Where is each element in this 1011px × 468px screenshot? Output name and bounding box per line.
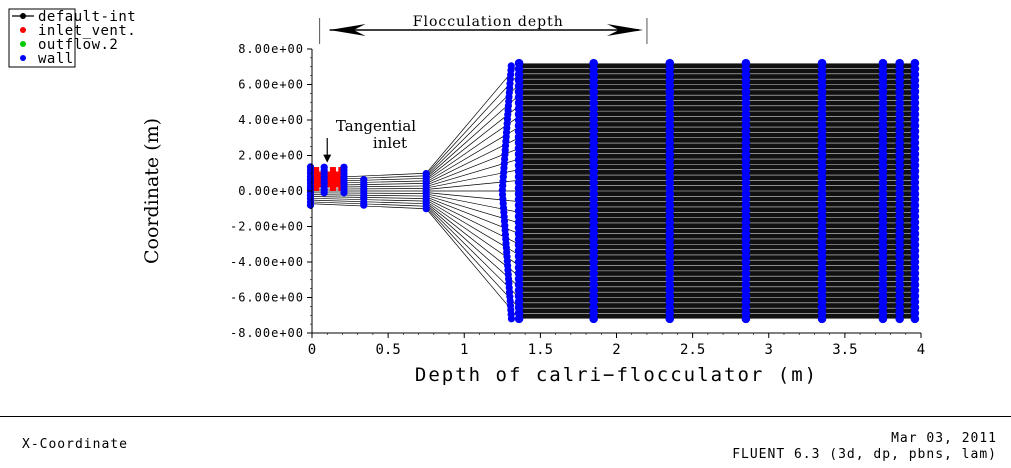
wall-point (320, 163, 328, 171)
mesh-line (425, 208, 520, 320)
mesh-line (425, 105, 520, 180)
legend-label: outflow.2 (38, 37, 118, 53)
wall-point (340, 163, 348, 171)
mesh-line (311, 194, 427, 197)
footer-info: Mar 03, 2011 FLUENT 6.3 (3d, dp, pbns, l… (732, 431, 997, 463)
wall-point (514, 58, 524, 68)
legend-label: default-int (38, 9, 136, 25)
footer-date: Mar 03, 2011 (891, 431, 997, 446)
wall-point (665, 58, 675, 68)
footer-software: FLUENT 6.3 (3d, dp, pbns, lam) (732, 447, 997, 462)
mesh-line (311, 188, 427, 190)
y-tick-label: 4.00e+00 (238, 113, 304, 127)
chart-plot: 8.00e+00 6.00e+00 4.00e+00 2.00e+00 0.00e+00… (8, 8, 925, 386)
x-tick-label: 0.5 (375, 342, 400, 358)
wall-point (422, 170, 430, 178)
wall-point (589, 58, 598, 68)
mesh-line (425, 73, 520, 175)
legend-marker (20, 41, 26, 47)
mesh-line (425, 207, 520, 309)
x-tick-label: 3.5 (832, 342, 857, 358)
legend-marker (20, 27, 26, 33)
footer-panel: X-Coordinate Mar 03, 2011 FLUENT 6.3 (3d… (0, 416, 1011, 468)
wall-point (878, 58, 888, 68)
legend-label: inlet_vent. (38, 23, 136, 39)
mesh-line (425, 94, 520, 178)
wall-layer (306, 58, 920, 324)
y-tick-label: -2.00e+00 (230, 220, 304, 234)
y-tick-label: 2.00e+00 (238, 149, 304, 163)
x-tick-label: 1 (460, 342, 468, 358)
axis-layer: 8.00e+00 6.00e+00 4.00e+00 2.00e+00 0.00e+00… (141, 42, 925, 386)
wall-point (741, 58, 751, 68)
y-tick-label: -6.00e+00 (230, 291, 304, 305)
legend-marker (20, 13, 26, 19)
mesh-line (311, 203, 427, 210)
legend-label: wall (38, 51, 74, 67)
legend-box (8, 8, 76, 68)
mesh-line (311, 199, 427, 205)
wall-point (507, 62, 515, 70)
x-tick-label: 4 (917, 342, 925, 358)
y-tick-label: -4.00e+00 (230, 255, 304, 269)
mesh-layer (311, 62, 915, 320)
x-tick-label: 2 (612, 342, 620, 358)
mesh-line (425, 204, 520, 288)
inlet-block (329, 167, 336, 191)
x-tick-label: 1.5 (528, 342, 553, 358)
mesh-line (311, 197, 427, 202)
depth-arrow-left-head (329, 24, 366, 36)
inlet-region (312, 171, 346, 188)
mesh-line (311, 196, 427, 199)
y-tick-label: 6.00e+00 (238, 78, 304, 92)
x-tick-label: 0 (308, 342, 316, 358)
mesh-line (425, 201, 520, 266)
y-axis-label: Coordinate (m) (141, 118, 163, 264)
footer-axis-label: X-Coordinate (22, 437, 128, 452)
wall-point (895, 58, 904, 68)
mesh-line (311, 192, 427, 194)
y-tick-label: 0.00e+00 (238, 184, 304, 198)
mesh-line (311, 201, 427, 207)
depth-annotation-label: Flocculation depth (413, 14, 564, 30)
inlet-annotation-label: Tangential inlet (336, 117, 416, 152)
wall-point (910, 58, 920, 68)
y-tick-label: -8.00e+00 (230, 326, 304, 340)
x-tick-label: 3 (765, 342, 773, 358)
mesh-line (425, 84, 520, 177)
depth-arrow-right-head (606, 24, 643, 36)
annotation-layer: Flocculation depth Tangential inlet (319, 14, 648, 163)
inlet-annotation-line: inlet (373, 134, 407, 152)
inlet-block (313, 167, 320, 191)
mesh-line (425, 202, 520, 277)
inlet-arrow-head (323, 154, 332, 163)
wall-point (360, 176, 368, 184)
mesh-line (425, 205, 520, 298)
x-axis-label: Depth of calri−flocculator (m) (415, 364, 818, 386)
y-tick-label: 8.00e+00 (238, 42, 304, 56)
legend-marker (20, 55, 26, 61)
wall-point (817, 58, 827, 68)
mesh-line (425, 62, 520, 174)
x-tick-label: 2.5 (680, 342, 705, 358)
inlet-annotation-line: Tangential (336, 117, 416, 135)
